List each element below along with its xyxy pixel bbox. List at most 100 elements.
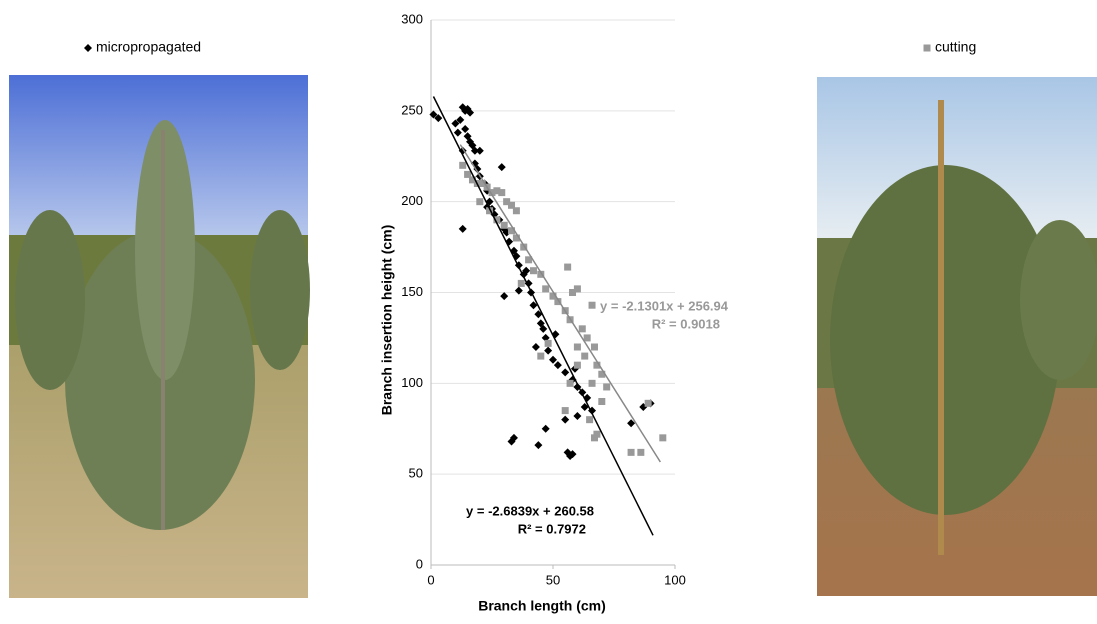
- trendline: [459, 144, 661, 463]
- trend-equation: y = -2.1301x + 256.94: [600, 298, 729, 313]
- point: [644, 399, 652, 407]
- point: [497, 163, 506, 172]
- point: [486, 207, 494, 215]
- x-tick-label: 50: [546, 572, 560, 587]
- legend-label: cutting: [935, 39, 976, 55]
- point: [525, 256, 533, 264]
- y-tick-label: 150: [401, 284, 423, 299]
- point: [475, 146, 484, 155]
- point: [569, 289, 577, 296]
- trend-equation: y = -2.6839x + 260.58: [466, 503, 594, 518]
- x-tick-label: 100: [664, 572, 686, 587]
- point: [588, 301, 596, 309]
- point: [529, 267, 537, 275]
- point: [478, 180, 486, 187]
- y-tick-label: 200: [401, 193, 423, 208]
- point: [627, 419, 636, 428]
- point: [578, 325, 586, 333]
- photo-cutting: [817, 77, 1097, 596]
- point: [517, 279, 525, 287]
- point: [598, 370, 606, 378]
- point: [473, 164, 482, 173]
- point: [493, 216, 501, 224]
- point: [500, 221, 508, 229]
- point: [512, 234, 520, 242]
- point: [503, 198, 511, 206]
- point: [593, 361, 601, 369]
- point: [549, 292, 557, 300]
- point: [459, 161, 467, 169]
- point: [458, 224, 467, 233]
- point: [544, 346, 553, 355]
- point: [464, 170, 472, 178]
- legend-marker: [923, 44, 931, 52]
- x-tick-label: 0: [427, 572, 434, 587]
- point: [590, 343, 598, 351]
- legend-label: micropropagated: [96, 39, 201, 55]
- point: [461, 125, 470, 133]
- point: [451, 119, 460, 128]
- point: [553, 361, 562, 370]
- y-tick-label: 0: [416, 556, 423, 571]
- point: [561, 415, 570, 424]
- x-axis-label: Branch length (cm): [478, 598, 606, 614]
- point: [541, 424, 550, 433]
- point: [561, 407, 569, 415]
- point: [561, 368, 570, 377]
- point: [531, 343, 540, 351]
- point: [456, 115, 465, 124]
- point: [581, 352, 589, 360]
- point: [586, 416, 594, 424]
- y-tick-label: 250: [401, 102, 423, 117]
- point: [534, 310, 543, 319]
- point: [508, 201, 516, 209]
- point: [522, 266, 531, 275]
- point: [507, 437, 516, 446]
- point: [566, 379, 574, 387]
- point: [514, 286, 523, 295]
- y-tick-label: 300: [401, 11, 423, 26]
- point: [542, 285, 550, 293]
- point: [627, 448, 635, 456]
- point: [509, 433, 518, 442]
- y-axis-label: Branch insertion height (cm): [379, 225, 395, 416]
- point: [573, 285, 581, 293]
- point: [434, 114, 443, 123]
- point: [539, 324, 548, 333]
- point: [493, 187, 501, 195]
- trend-r2: R² = 0.9018: [652, 316, 720, 331]
- point: [568, 450, 577, 459]
- trend-r2: R² = 0.7972: [518, 521, 586, 536]
- point: [659, 434, 667, 442]
- point: [544, 339, 552, 347]
- point: [588, 379, 596, 387]
- point: [564, 263, 572, 271]
- photo-micropropagated: [9, 75, 310, 598]
- point: [573, 343, 581, 351]
- point: [429, 110, 438, 119]
- point: [549, 355, 557, 364]
- y-tick-label: 100: [401, 375, 423, 390]
- point: [590, 434, 598, 442]
- point: [466, 108, 475, 117]
- point: [470, 146, 479, 155]
- point: [508, 227, 516, 235]
- point: [453, 128, 462, 137]
- point: [554, 298, 562, 306]
- point: [468, 176, 476, 184]
- point: [500, 292, 509, 301]
- point: [537, 352, 545, 360]
- point: [580, 402, 589, 411]
- point: [498, 189, 506, 197]
- point: [583, 334, 591, 342]
- point: [488, 189, 496, 197]
- point: [520, 243, 528, 251]
- y-tick-label: 50: [409, 466, 423, 481]
- trendline: [432, 96, 654, 536]
- point: [534, 441, 543, 450]
- point: [529, 301, 538, 310]
- point: [512, 207, 520, 215]
- point: [573, 412, 582, 421]
- point: [598, 398, 606, 405]
